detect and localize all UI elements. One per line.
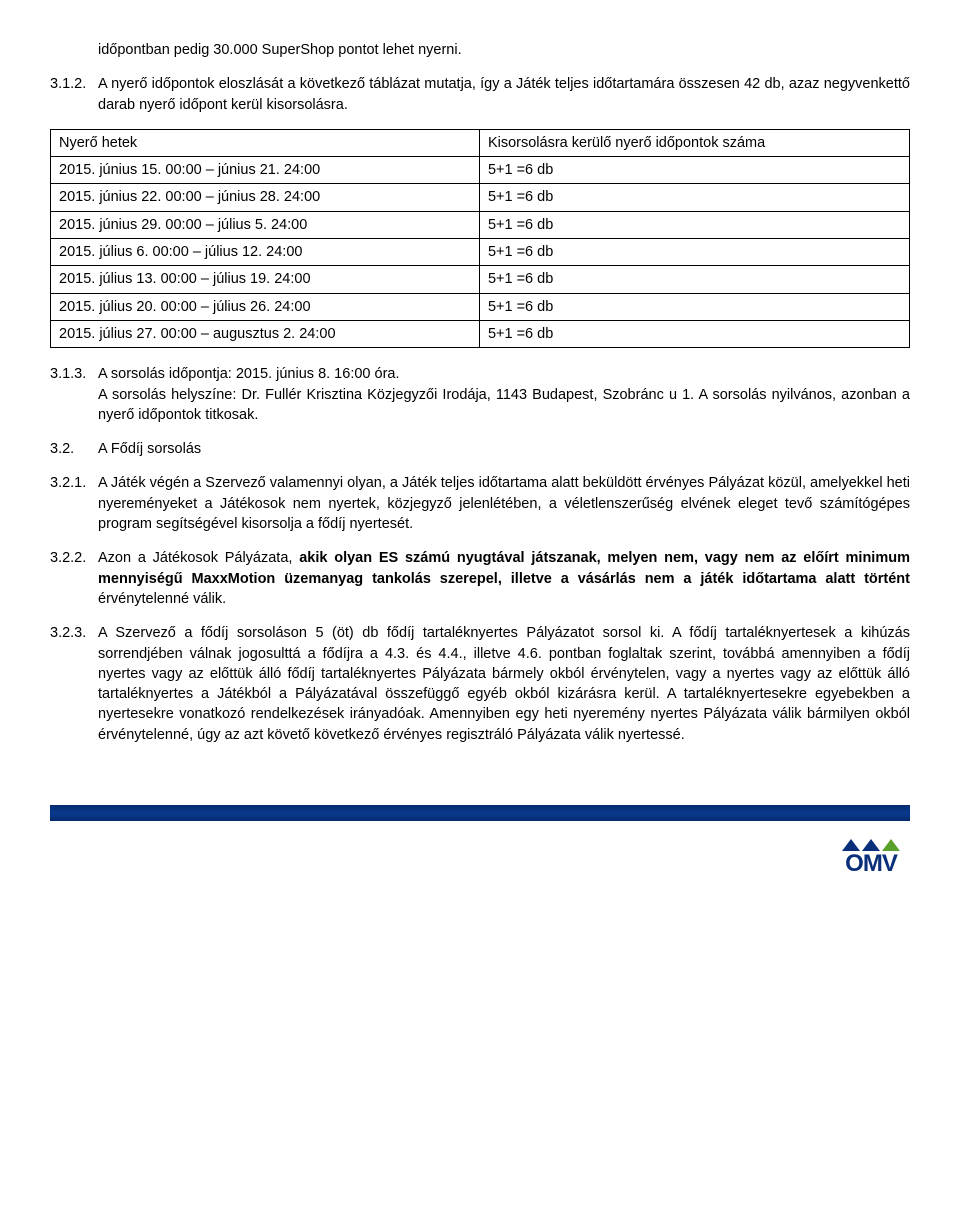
- num-312: 3.1.2.: [50, 74, 98, 115]
- table-row: 2015. június 29. 00:00 – július 5. 24:00…: [51, 211, 910, 238]
- num-313: 3.1.3.: [50, 364, 98, 425]
- intro-text: időpontban pedig 30.000 SuperShop pontot…: [50, 40, 910, 60]
- table-row: 2015. június 22. 00:00 – június 28. 24:0…: [51, 184, 910, 211]
- num-322: 3.2.2.: [50, 548, 98, 609]
- table-header-row: Nyerő hetek Kisorsolásra kerülő nyerő id…: [51, 129, 910, 156]
- text-312: A nyerő időpontok eloszlását a következő…: [98, 74, 910, 115]
- table-row: 2015. június 15. 00:00 – június 21. 24:0…: [51, 157, 910, 184]
- text-313: A sorsolás időpontja: 2015. június 8. 16…: [98, 364, 910, 425]
- table-row: 2015. július 27. 00:00 – augusztus 2. 24…: [51, 320, 910, 347]
- text-323: A Szervező a fődíj sorsoláson 5 (öt) db …: [98, 623, 910, 745]
- th-count: Kisorsolásra kerülő nyerő időpontok szám…: [479, 129, 909, 156]
- table-row: 2015. július 20. 00:00 – július 26. 24:0…: [51, 293, 910, 320]
- text-322: Azon a Játékosok Pályázata, akik olyan E…: [98, 548, 910, 609]
- table-row: 2015. július 13. 00:00 – július 19. 24:0…: [51, 266, 910, 293]
- th-weeks: Nyerő hetek: [51, 129, 480, 156]
- text-32: A Fődíj sorsolás: [98, 439, 910, 459]
- num-323: 3.2.3.: [50, 623, 98, 745]
- prize-table: Nyerő hetek Kisorsolásra kerülő nyerő id…: [50, 129, 910, 348]
- footer-bar: [50, 805, 910, 821]
- num-32: 3.2.: [50, 439, 98, 459]
- table-row: 2015. július 6. 00:00 – július 12. 24:00…: [51, 239, 910, 266]
- text-321: A Játék végén a Szervező valamennyi olya…: [98, 473, 910, 534]
- omv-logo: OMV: [50, 839, 910, 877]
- logo-text: OMV: [842, 852, 900, 876]
- num-321: 3.2.1.: [50, 473, 98, 534]
